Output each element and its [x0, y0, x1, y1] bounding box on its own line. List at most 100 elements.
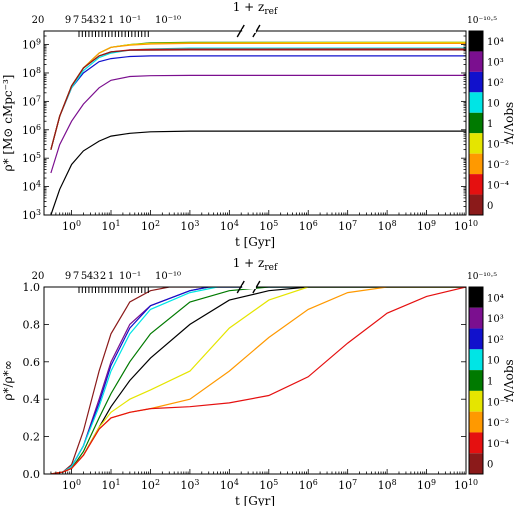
colorbar-label: 0 [487, 201, 493, 212]
colorbar-frame [468, 30, 484, 216]
top-tick-label: 20 [32, 15, 45, 26]
colorbar-label: 10⁴ [487, 37, 504, 48]
colorbar-label: 10⁴ [487, 293, 504, 304]
x-tick-label: 105 [259, 219, 278, 233]
colorbar-swatch [469, 349, 483, 371]
x-tick-label: 107 [338, 478, 357, 492]
y-tick-label: 107 [22, 94, 41, 108]
series-group [50, 41, 466, 215]
series-line-lambda-10e-4 [50, 48, 466, 150]
top-tick-label: 20 [32, 271, 45, 282]
top-tick-label: 3 [93, 15, 99, 26]
top-tick-label: 2 [100, 15, 106, 26]
y-tick-label: 0.8 [23, 318, 41, 331]
top-tick-label: 9 [65, 271, 71, 282]
colorbar-swatch [469, 411, 483, 433]
x-tick-label: 1010 [454, 219, 478, 233]
colorbar-label: 10⁻¹ [487, 139, 509, 150]
colorbar-swatch [469, 453, 483, 474]
top-tick-label: 1 [108, 15, 114, 26]
top-axis-label: 1 + zref [233, 0, 278, 17]
x-axis-label: t [Gyr] [235, 235, 275, 249]
colorbar-label: 10³ [487, 314, 504, 325]
colorbar-label: 10² [487, 78, 504, 89]
x-tick-label: 104 [220, 219, 239, 233]
x-tick-label: 101 [101, 219, 120, 233]
colorbar-label: 10 [487, 356, 500, 367]
top-tick-label: 4 [87, 15, 93, 26]
top-axis-label: 1 + zref [233, 256, 278, 273]
colorbar-swatch [469, 432, 483, 454]
colorbar-label: 10 [487, 99, 500, 110]
colorbar-swatch [469, 51, 483, 72]
top-tick-label: 1 [108, 271, 114, 282]
colorbar-label: 1 [487, 119, 493, 130]
colorbar-swatch [469, 328, 483, 350]
x-tick-label: 106 [299, 478, 318, 492]
top-tick-label: 7 [73, 15, 79, 26]
series-line-lambda-10e2 [50, 287, 466, 474]
top-tick-label: 4 [87, 271, 93, 282]
x-tick-label: 102 [141, 219, 160, 233]
series-line-lambda-10 [50, 47, 466, 150]
top-tick-label: 5 [81, 15, 87, 26]
colorbar-label: 1 [487, 377, 493, 388]
x-tick-label: 103 [180, 219, 199, 233]
colorbar-title: Λ/Λobs [502, 102, 516, 145]
colorbar-swatch [469, 112, 483, 134]
colorbar: 10⁴ 10³ 10² 10 1 10⁻¹ 10⁻² 10⁻⁴ 0 Λ/Λobs [468, 286, 516, 475]
y-tick-label: 0.0 [23, 468, 41, 481]
y-tick-label: 104 [22, 180, 41, 194]
y-tick-label: 0.2 [23, 431, 41, 444]
x-tick-label: 106 [299, 219, 318, 233]
axis-break-gap [242, 29, 256, 33]
colorbar-label: 10² [487, 335, 504, 346]
top-tick-label: 10⁻¹ [119, 15, 141, 26]
top-tick-label: 10⁻¹ [119, 271, 141, 282]
colorbar-label: 10³ [487, 58, 504, 69]
x-tick-label: 100 [62, 219, 81, 233]
series-line-lambda-10e-1 [50, 287, 466, 474]
y-tick-label: 108 [22, 66, 41, 80]
axis-break-mark [236, 280, 245, 294]
colorbar-swatch [469, 31, 483, 52]
series-line-lambda-10e-4 [50, 287, 466, 474]
top-tick-label: 5 [81, 271, 87, 282]
top-tick-label: 3 [93, 271, 99, 282]
colorbar-label: 10⁻² [487, 418, 509, 429]
x-tick-label: 103 [180, 478, 199, 492]
plot-frame [43, 30, 467, 216]
top-tick-label: 10⁻¹⁰·⁵ [467, 16, 497, 26]
y-axis-label: ρ* [M⊙ cMpc⁻³] [1, 75, 15, 172]
series-group [50, 287, 466, 474]
series-line-lambda-10e3 [50, 74, 466, 174]
axis-break-mark [252, 24, 261, 38]
colorbar-swatch [469, 174, 483, 195]
colorbar-swatch [469, 390, 483, 412]
y-tick-label: 103 [22, 208, 41, 222]
y-tick-label: 106 [22, 123, 41, 137]
colorbar-swatch [469, 194, 483, 215]
axis-break-mark [252, 280, 261, 294]
x-tick-label: 101 [101, 478, 120, 492]
series-line-lambda-10e-2 [50, 42, 466, 150]
series-line-lambda-1 [50, 287, 466, 474]
colorbar-swatch [469, 153, 483, 175]
x-tick-label: 102 [141, 478, 160, 492]
top-tick-label: 10⁻¹⁰ [155, 15, 181, 26]
y-tick-label: 105 [22, 151, 41, 165]
colorbar-swatch [469, 92, 483, 113]
y-axis-label: ρ*/ρ*∞ [1, 360, 15, 400]
colorbar-label: 0 [487, 460, 493, 471]
top-tick-label: 10⁻¹⁰·⁵ [467, 272, 497, 282]
series-line-lambda-10e4 [50, 287, 466, 474]
x-tick-label: 105 [259, 478, 278, 492]
series-line-lambda-10e4 [50, 130, 466, 215]
top-tick-label: 10⁻¹⁰ [155, 271, 181, 282]
colorbar-title: Λ/Λobs [502, 359, 516, 402]
colorbar-swatch [469, 307, 483, 329]
x-tick-label: 1010 [454, 478, 478, 492]
series-line-lambda-0 [50, 49, 466, 150]
